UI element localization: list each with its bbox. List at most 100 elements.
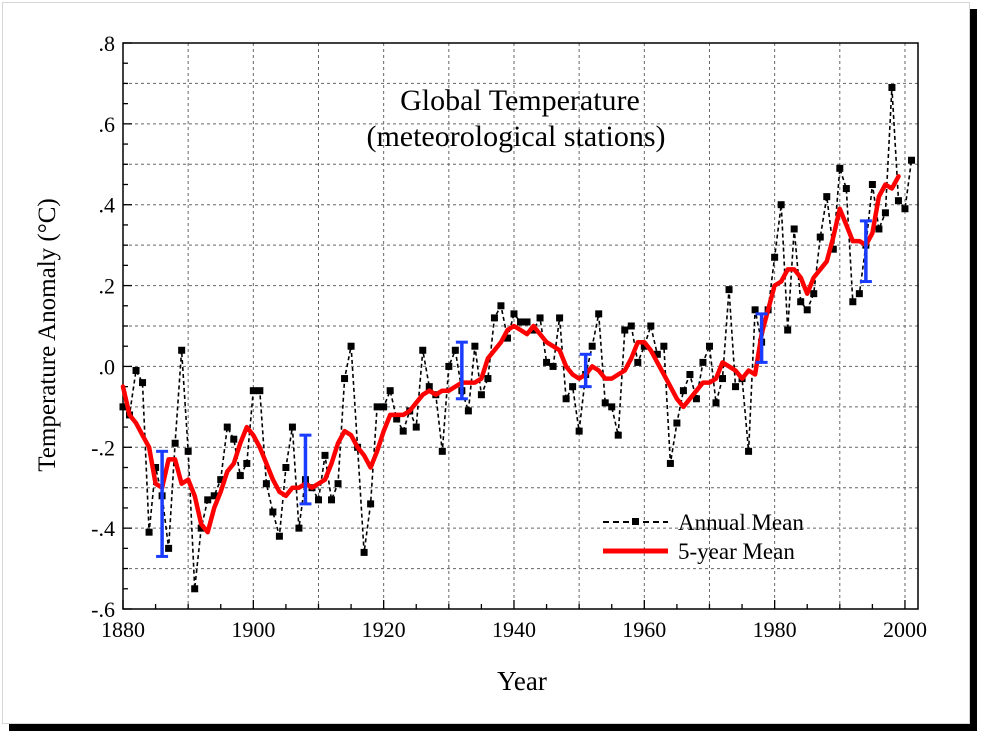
y-tick-label: .2 xyxy=(99,274,116,299)
y-tick-label: -.4 xyxy=(91,516,115,541)
legend-annual-marker xyxy=(632,518,639,525)
error-bars xyxy=(156,219,872,558)
x-tick-label: 1900 xyxy=(231,617,275,642)
annual-mean-point xyxy=(692,395,700,403)
annual-mean-point xyxy=(328,496,336,504)
annual-mean-point xyxy=(321,451,329,459)
x-tick-label: 1880 xyxy=(101,617,145,642)
annual-mean-point xyxy=(412,423,420,431)
annual-mean-point xyxy=(686,371,694,379)
error-bar xyxy=(156,449,169,558)
annual-mean-point xyxy=(243,459,251,467)
annual-mean-point xyxy=(217,476,225,484)
annual-mean-point xyxy=(484,375,492,383)
axis-ticks xyxy=(122,42,906,610)
y-tick-label: .6 xyxy=(99,112,116,137)
annual-mean-point xyxy=(614,431,622,439)
annual-mean-point xyxy=(784,326,792,334)
annual-mean-point xyxy=(282,464,290,471)
annual-mean-point xyxy=(673,419,681,427)
annual-mean-point xyxy=(517,318,524,326)
annual-mean-point xyxy=(425,383,433,391)
legend-annual-label: Annual Mean xyxy=(678,510,804,535)
annual-mean-point xyxy=(471,342,479,350)
annual-mean-point xyxy=(223,423,231,431)
annual-mean-point xyxy=(314,496,322,504)
annual-mean-point xyxy=(373,403,381,411)
y-tick-labels: -.6 -.4 -.2 .0 .2 .4 .6 .8 xyxy=(91,31,115,622)
annual-mean-point xyxy=(178,346,186,354)
y-tick-label: -.6 xyxy=(91,597,115,622)
y-tick-label: .8 xyxy=(99,31,116,56)
annual-mean-point xyxy=(503,334,511,342)
annual-mean-point xyxy=(666,459,674,467)
annual-mean-point xyxy=(849,298,857,306)
annual-mean-point xyxy=(725,286,733,294)
annual-mean-point xyxy=(751,306,759,314)
annual-mean-point xyxy=(386,387,394,395)
annual-mean-point xyxy=(230,435,238,443)
annual-mean-point xyxy=(745,447,753,455)
annual-mean-point xyxy=(549,362,557,370)
annual-mean-point xyxy=(660,342,668,350)
error-bar xyxy=(579,352,592,389)
chart-subtitle: (meteorological stations) xyxy=(366,120,665,153)
annual-mean-point xyxy=(347,342,355,350)
annual-mean-point xyxy=(836,164,844,172)
annual-mean-point xyxy=(191,585,199,593)
annual-mean-point xyxy=(901,205,909,213)
chart-title: Global Temperature xyxy=(400,84,640,117)
annual-mean-point xyxy=(907,156,915,164)
annual-mean-point xyxy=(842,185,850,193)
annual-mean-point xyxy=(334,480,342,488)
x-tick-label: 1960 xyxy=(622,617,666,642)
x-tick-label: 1920 xyxy=(362,617,406,642)
annual-mean-point xyxy=(699,358,707,366)
annual-mean-point xyxy=(855,290,863,298)
error-bar xyxy=(859,219,872,284)
annual-mean-point xyxy=(165,544,173,552)
legend: Annual Mean 5-year Mean xyxy=(603,510,804,564)
x-tick-label: 2000 xyxy=(883,617,927,642)
annual-mean-point xyxy=(145,528,153,536)
annual-mean-point xyxy=(445,362,453,370)
annual-mean-point xyxy=(490,314,498,322)
annual-mean-point xyxy=(621,326,629,334)
annual-mean-point xyxy=(608,403,616,411)
grid-lines xyxy=(123,43,918,609)
annual-mean-point xyxy=(269,508,277,516)
annual-mean-point xyxy=(575,427,583,435)
annual-mean-point xyxy=(184,447,192,455)
y-axis-label: Temperature Anomaly (°C) xyxy=(34,198,61,471)
error-bar xyxy=(755,312,768,364)
annual-mean-point xyxy=(256,387,264,395)
annual-mean-point xyxy=(719,375,727,383)
x-tick-label: 1980 xyxy=(753,617,797,642)
annual-mean-point xyxy=(771,253,779,261)
error-bar xyxy=(299,433,312,506)
annual-mean-point xyxy=(477,391,485,399)
annual-mean-point xyxy=(679,387,687,395)
annual-mean-point xyxy=(295,524,303,532)
annual-mean-point xyxy=(497,302,505,310)
annual-mean-point xyxy=(380,403,388,411)
annual-mean-point xyxy=(829,245,837,253)
annual-mean-point xyxy=(556,314,564,322)
annual-mean-point xyxy=(360,548,368,556)
annual-mean-point xyxy=(139,379,147,387)
legend-five-year-label: 5-year Mean xyxy=(678,539,795,564)
annual-mean-point xyxy=(171,439,179,447)
annual-mean-point xyxy=(868,181,876,188)
annual-mean-point xyxy=(451,346,459,354)
annual-mean-point xyxy=(653,350,661,358)
annual-mean-point xyxy=(810,290,818,298)
annual-mean-point xyxy=(894,197,902,205)
five-year-mean-line xyxy=(120,174,901,535)
annual-mean-point xyxy=(634,358,642,366)
annual-mean-point xyxy=(210,492,218,500)
annual-mean-point xyxy=(523,318,531,326)
annual-mean-point xyxy=(393,415,401,423)
annual-mean-point xyxy=(732,383,740,391)
annual-mean-point xyxy=(119,403,127,411)
